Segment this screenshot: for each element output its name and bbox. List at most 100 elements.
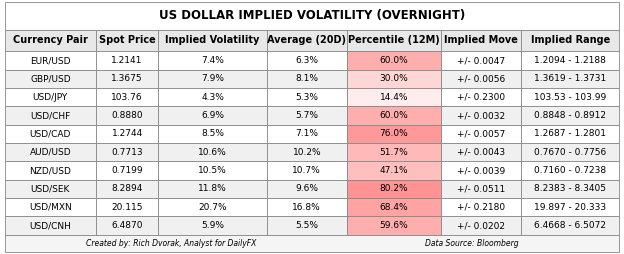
Text: 103.53 - 103.99: 103.53 - 103.99 [534, 93, 607, 102]
Text: GBP/USD: GBP/USD [30, 74, 71, 83]
Text: 0.7713: 0.7713 [111, 148, 143, 157]
Bar [347, 143, 441, 161]
Text: +/- 0.0056: +/- 0.0056 [457, 74, 505, 83]
Text: 59.6%: 59.6% [379, 221, 408, 230]
Text: 10.6%: 10.6% [198, 148, 227, 157]
Bar [158, 88, 266, 106]
Text: 5.7%: 5.7% [295, 111, 318, 120]
Bar [95, 29, 158, 51]
Bar [95, 51, 158, 70]
Bar [347, 29, 441, 51]
Bar [441, 29, 521, 51]
Text: NZD/USD: NZD/USD [29, 166, 71, 175]
Bar [347, 88, 441, 106]
Bar [5, 161, 95, 180]
Text: 16.8%: 16.8% [293, 203, 321, 212]
Bar [158, 70, 266, 88]
Text: 60.0%: 60.0% [379, 111, 408, 120]
Bar [95, 198, 158, 216]
Bar [441, 88, 521, 106]
Text: USD/CHF: USD/CHF [30, 111, 71, 120]
Bar [266, 51, 347, 70]
Bar [347, 125, 441, 143]
Bar [347, 216, 441, 235]
Text: 8.2894: 8.2894 [112, 184, 143, 193]
Text: +/- 0.0039: +/- 0.0039 [457, 166, 505, 175]
Bar [5, 180, 95, 198]
Text: Implied Volatility: Implied Volatility [165, 36, 260, 45]
Bar [441, 198, 521, 216]
Text: 60.0%: 60.0% [379, 56, 408, 65]
Text: Implied Range: Implied Range [530, 36, 610, 45]
Text: 30.0%: 30.0% [379, 74, 408, 83]
Text: 0.8848 - 0.8912: 0.8848 - 0.8912 [534, 111, 606, 120]
Text: 10.2%: 10.2% [293, 148, 321, 157]
Bar [158, 216, 266, 235]
Text: +/- 0.0511: +/- 0.0511 [457, 184, 505, 193]
Bar [158, 125, 266, 143]
Text: 51.7%: 51.7% [379, 148, 408, 157]
Text: +/- 0.0047: +/- 0.0047 [457, 56, 505, 65]
Bar [441, 70, 521, 88]
Bar [95, 143, 158, 161]
Text: AUD/USD: AUD/USD [29, 148, 71, 157]
Bar [5, 51, 95, 70]
Text: 0.7670 - 0.7756: 0.7670 - 0.7756 [534, 148, 607, 157]
Bar [441, 51, 521, 70]
Text: 68.4%: 68.4% [379, 203, 408, 212]
Bar [5, 106, 95, 125]
Bar [521, 88, 619, 106]
Bar [266, 125, 347, 143]
Text: 80.2%: 80.2% [379, 184, 408, 193]
Bar [5, 2, 619, 29]
Bar [441, 216, 521, 235]
Text: 5.3%: 5.3% [295, 93, 318, 102]
Text: 1.2744: 1.2744 [112, 129, 143, 138]
Text: USD/CNH: USD/CNH [29, 221, 71, 230]
Text: 8.1%: 8.1% [295, 74, 318, 83]
Text: 1.2141: 1.2141 [112, 56, 143, 65]
Bar [158, 106, 266, 125]
Bar [521, 216, 619, 235]
Bar [5, 198, 95, 216]
Text: 10.7%: 10.7% [293, 166, 321, 175]
Text: 47.1%: 47.1% [379, 166, 408, 175]
Text: +/- 0.0202: +/- 0.0202 [457, 221, 505, 230]
Bar [347, 106, 441, 125]
Bar [5, 235, 619, 252]
Text: 4.3%: 4.3% [201, 93, 224, 102]
Bar [266, 70, 347, 88]
Bar [441, 106, 521, 125]
Bar [266, 161, 347, 180]
Bar [5, 70, 95, 88]
Text: 1.2094 - 1.2188: 1.2094 - 1.2188 [534, 56, 606, 65]
Bar [158, 161, 266, 180]
Bar [158, 143, 266, 161]
Text: 0.8880: 0.8880 [111, 111, 143, 120]
Bar [266, 216, 347, 235]
Text: 20.7%: 20.7% [198, 203, 227, 212]
Bar [266, 198, 347, 216]
Text: 20.115: 20.115 [111, 203, 143, 212]
Bar [266, 143, 347, 161]
Bar [266, 29, 347, 51]
Bar [347, 198, 441, 216]
Text: 7.1%: 7.1% [295, 129, 318, 138]
Text: 76.0%: 76.0% [379, 129, 408, 138]
Text: 14.4%: 14.4% [380, 93, 408, 102]
Bar [158, 29, 266, 51]
Text: 1.3619 - 1.3731: 1.3619 - 1.3731 [534, 74, 607, 83]
Bar [521, 29, 619, 51]
Bar [266, 180, 347, 198]
Bar [158, 198, 266, 216]
Text: 8.2383 - 8.3405: 8.2383 - 8.3405 [534, 184, 606, 193]
Text: 7.4%: 7.4% [201, 56, 224, 65]
Text: +/- 0.0043: +/- 0.0043 [457, 148, 505, 157]
Text: 5.5%: 5.5% [295, 221, 318, 230]
Bar [95, 106, 158, 125]
Text: 103.76: 103.76 [111, 93, 143, 102]
Text: +/- 0.0032: +/- 0.0032 [457, 111, 505, 120]
Text: 6.9%: 6.9% [201, 111, 224, 120]
Bar [347, 180, 441, 198]
Bar [521, 198, 619, 216]
